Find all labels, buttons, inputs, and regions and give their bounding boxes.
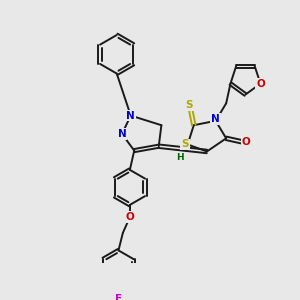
Text: O: O bbox=[256, 79, 265, 89]
Text: H: H bbox=[176, 153, 184, 162]
Text: N: N bbox=[211, 114, 220, 124]
Text: N: N bbox=[126, 111, 135, 121]
Text: O: O bbox=[125, 212, 134, 222]
Text: O: O bbox=[242, 137, 251, 147]
Text: S: S bbox=[185, 100, 193, 110]
Text: F: F bbox=[115, 294, 122, 300]
Text: N: N bbox=[118, 129, 126, 139]
Text: S: S bbox=[181, 140, 189, 149]
